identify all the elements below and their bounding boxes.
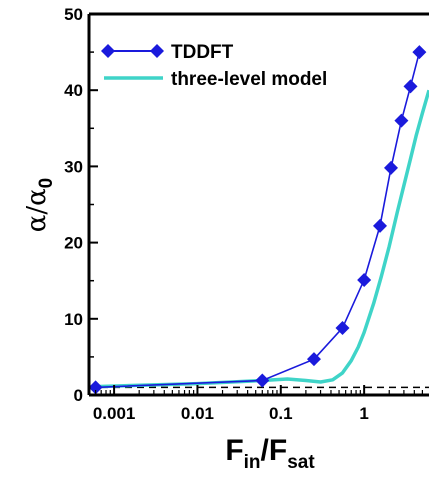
y-tick-label: 50 bbox=[64, 5, 83, 24]
x-tick-label: 0.1 bbox=[269, 404, 293, 423]
tddft-point bbox=[403, 79, 418, 94]
x-tick-label: 1 bbox=[359, 404, 368, 423]
x-tick-label: 0.001 bbox=[93, 404, 136, 423]
y-tick-label: 30 bbox=[64, 157, 83, 176]
series-three-level-model-line bbox=[95, 89, 429, 389]
tddft-point bbox=[306, 352, 321, 367]
tddft-point bbox=[357, 272, 372, 287]
y-tick-label: 40 bbox=[64, 81, 83, 100]
tddft-point bbox=[383, 160, 398, 175]
legend-tddft-label: TDDFT bbox=[171, 42, 234, 63]
tddft-point bbox=[255, 373, 270, 388]
y-axis-label: α/α0 bbox=[22, 178, 57, 232]
series-tddft-line bbox=[95, 51, 421, 389]
y-tick-label: 0 bbox=[74, 386, 83, 405]
x-tick-label: 0.01 bbox=[181, 404, 214, 423]
legend-tddft-marker-left bbox=[101, 44, 115, 58]
y-tick-label: 10 bbox=[64, 310, 83, 329]
tddft-point bbox=[89, 380, 103, 395]
tddft-point bbox=[373, 218, 388, 233]
y-tick-label: 20 bbox=[64, 234, 83, 253]
tddft-point bbox=[394, 113, 409, 128]
tddft-point bbox=[412, 45, 427, 60]
legend-three-level-label: three-level model bbox=[171, 69, 327, 90]
tddft-point bbox=[335, 320, 350, 335]
x-axis-label: Fin/Fsat bbox=[225, 434, 315, 473]
legend-tddft-marker-right bbox=[150, 44, 164, 58]
legend: TDDFT three-level model bbox=[101, 42, 327, 90]
